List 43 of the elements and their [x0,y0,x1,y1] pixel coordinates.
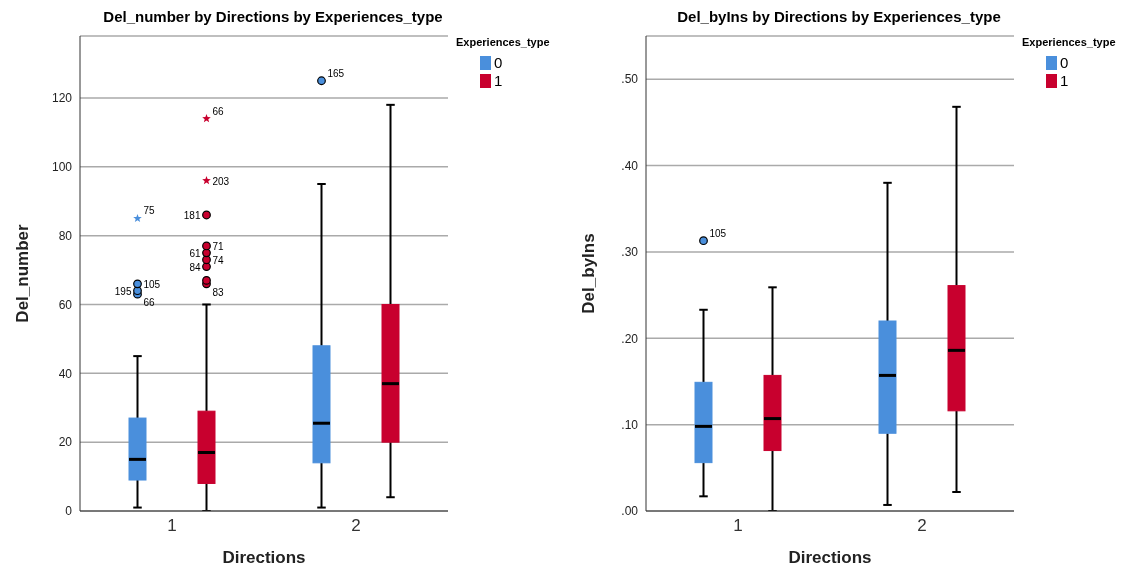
y-tick-label: .10 [621,417,639,432]
annotation: 203 [212,175,230,187]
legend-label: 0 [1059,54,1070,72]
annotation: 83 [212,286,225,298]
y-tick-label: .50 [621,72,639,87]
y-tick-label: 80 [58,228,73,243]
y-tick-label: .00 [621,504,639,519]
annotation: 195 [114,285,132,297]
legend-label: 1 [493,72,504,90]
x-tick-label: 2 [917,516,927,536]
y-tick-label: 120 [51,91,73,106]
legend-title: Experiences_type [1022,36,1117,48]
y-axis-title: Del_number [13,223,33,323]
x-tick-label: 2 [351,516,361,536]
y-tick-label: .20 [621,331,639,346]
x-axis-title: Directions [788,548,872,567]
legend-label: 0 [493,54,504,72]
y-tick-label: 40 [58,366,73,381]
y-tick-label: .40 [621,158,639,173]
annotation: 105 [143,278,161,290]
x-axis-title: Directions [222,548,306,567]
y-tick-label: 100 [51,160,73,175]
y-tick-label: 60 [58,297,73,312]
chart-title: Del_number by Directions by Experiences_type [102,8,444,27]
legend-title: Experiences_type [456,36,551,48]
annotation: 66 [143,297,156,309]
annotation: 74 [212,254,225,266]
x-tick-label: 1 [733,516,743,536]
y-axis-title: Del_byIns [579,233,599,314]
y-tick-label: 0 [65,504,73,519]
y-tick-label: 20 [58,435,73,450]
annotation: 75 [143,205,156,217]
annotation: 84 [189,261,201,273]
annotation: 181 [183,209,201,221]
annotation: 71 [212,240,225,252]
annotation: 61 [189,247,201,259]
chart-title: Del_byIns by Directions by Experiences_type [676,8,1002,27]
annotation: 66 [212,105,225,117]
x-tick-label: 1 [167,516,177,536]
legend-label: 1 [1059,72,1070,90]
annotation: 105 [709,227,727,239]
annotation: 165 [327,67,345,79]
y-tick-label: .30 [621,245,639,260]
